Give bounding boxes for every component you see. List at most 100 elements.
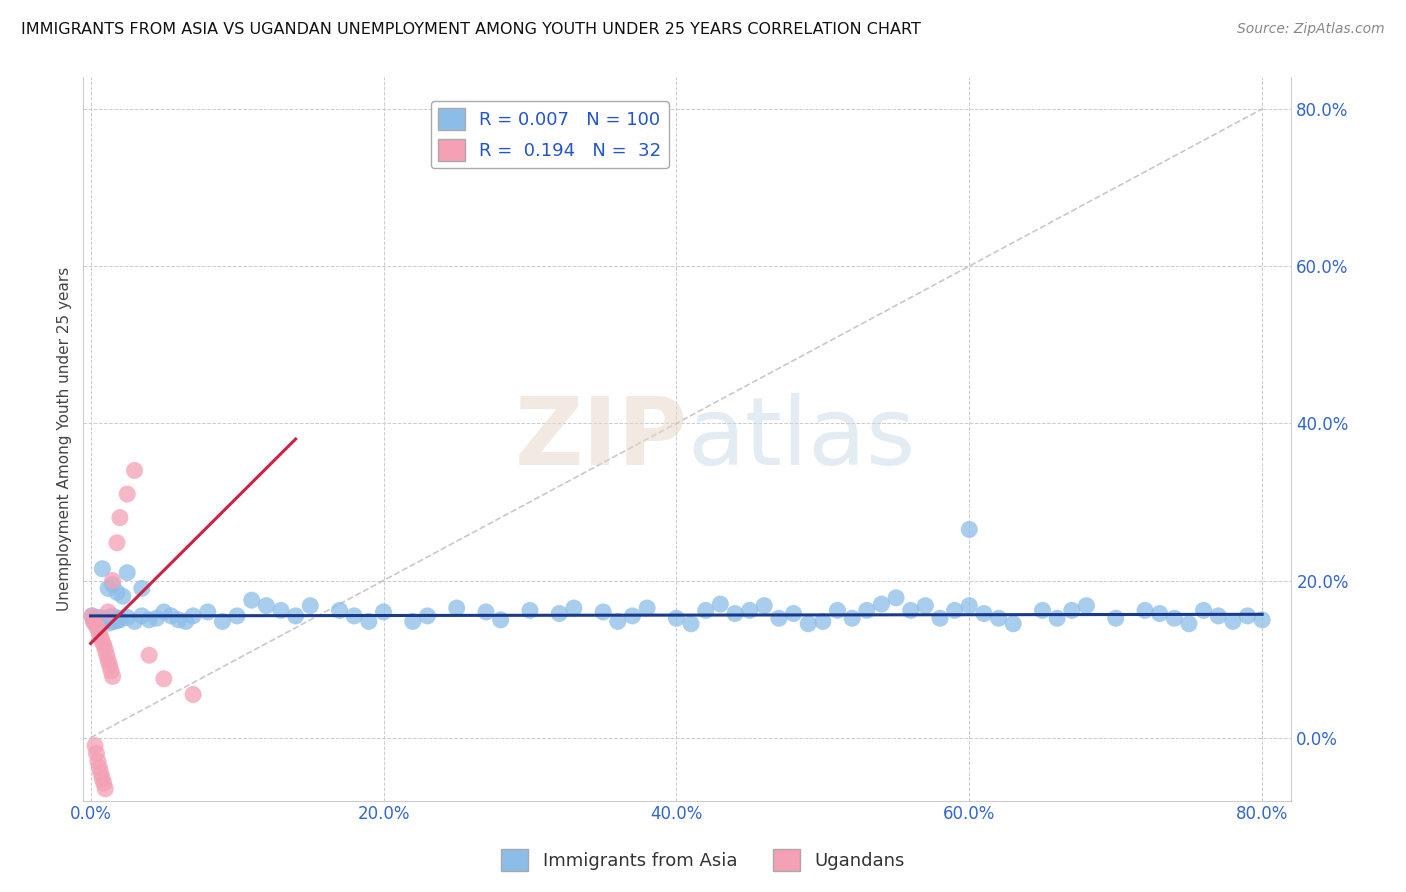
Point xyxy=(96,611,118,625)
Point xyxy=(84,739,107,753)
Point xyxy=(97,605,120,619)
Point xyxy=(724,607,747,621)
Point xyxy=(884,591,907,605)
Point xyxy=(108,613,131,627)
Point xyxy=(1222,615,1244,629)
Legend: Immigrants from Asia, Ugandans: Immigrants from Asia, Ugandans xyxy=(494,842,912,879)
Point xyxy=(87,622,110,636)
Point xyxy=(111,589,134,603)
Point xyxy=(104,612,127,626)
Point xyxy=(811,615,834,629)
Point xyxy=(91,635,114,649)
Point xyxy=(665,611,688,625)
Point xyxy=(131,582,153,596)
Point xyxy=(101,669,124,683)
Point xyxy=(1076,599,1098,613)
Point xyxy=(124,615,146,629)
Point xyxy=(90,630,112,644)
Point xyxy=(695,603,717,617)
Point xyxy=(174,615,197,629)
Point xyxy=(1178,616,1201,631)
Point xyxy=(1149,607,1171,621)
Point xyxy=(957,599,980,613)
Point xyxy=(768,611,790,625)
Point xyxy=(621,608,644,623)
Point xyxy=(131,608,153,623)
Point xyxy=(101,574,124,588)
Text: ZIP: ZIP xyxy=(515,393,688,485)
Point xyxy=(101,608,124,623)
Point xyxy=(84,616,107,631)
Point xyxy=(489,613,512,627)
Point xyxy=(84,611,107,625)
Point xyxy=(416,608,439,623)
Point xyxy=(709,597,731,611)
Point xyxy=(105,536,128,550)
Point xyxy=(115,610,138,624)
Point xyxy=(197,605,219,619)
Point xyxy=(100,610,122,624)
Point xyxy=(929,611,952,625)
Point xyxy=(1133,603,1156,617)
Point xyxy=(343,608,366,623)
Point xyxy=(97,582,120,596)
Point xyxy=(80,608,103,623)
Point xyxy=(86,619,108,633)
Point xyxy=(870,597,893,611)
Point xyxy=(105,585,128,599)
Point xyxy=(782,607,804,621)
Point xyxy=(90,766,112,780)
Point xyxy=(105,614,128,628)
Point xyxy=(738,603,761,617)
Point xyxy=(145,611,167,625)
Point xyxy=(1251,613,1274,627)
Point xyxy=(402,615,425,629)
Point xyxy=(841,611,863,625)
Point xyxy=(94,615,117,629)
Y-axis label: Unemployment Among Youth under 25 years: Unemployment Among Youth under 25 years xyxy=(58,267,72,611)
Point xyxy=(93,776,115,790)
Point xyxy=(87,754,110,768)
Point xyxy=(91,562,114,576)
Point xyxy=(1105,611,1128,625)
Point xyxy=(181,688,204,702)
Point xyxy=(1002,616,1025,631)
Point xyxy=(973,607,995,621)
Point xyxy=(153,605,176,619)
Point xyxy=(900,603,922,617)
Point xyxy=(1206,608,1229,623)
Point xyxy=(606,615,628,629)
Point xyxy=(160,608,183,623)
Point xyxy=(89,761,111,775)
Point xyxy=(103,615,125,629)
Point xyxy=(329,603,352,617)
Point xyxy=(987,611,1010,625)
Point xyxy=(93,612,115,626)
Point xyxy=(1236,608,1258,623)
Point xyxy=(475,605,498,619)
Point xyxy=(97,613,120,627)
Point xyxy=(83,615,105,629)
Point xyxy=(89,627,111,641)
Point xyxy=(1060,603,1083,617)
Point xyxy=(797,616,820,631)
Point xyxy=(226,608,249,623)
Point xyxy=(943,603,966,617)
Point xyxy=(138,613,160,627)
Point xyxy=(90,615,112,630)
Point xyxy=(138,648,160,663)
Point xyxy=(357,615,380,629)
Point xyxy=(167,613,190,627)
Point xyxy=(115,487,138,501)
Point xyxy=(86,747,108,761)
Point xyxy=(562,601,585,615)
Point xyxy=(1031,603,1053,617)
Point xyxy=(86,616,108,631)
Point xyxy=(827,603,849,617)
Point xyxy=(115,566,138,580)
Point xyxy=(957,523,980,537)
Point xyxy=(1192,603,1215,617)
Point xyxy=(96,648,118,663)
Point xyxy=(98,658,121,673)
Point xyxy=(299,599,322,613)
